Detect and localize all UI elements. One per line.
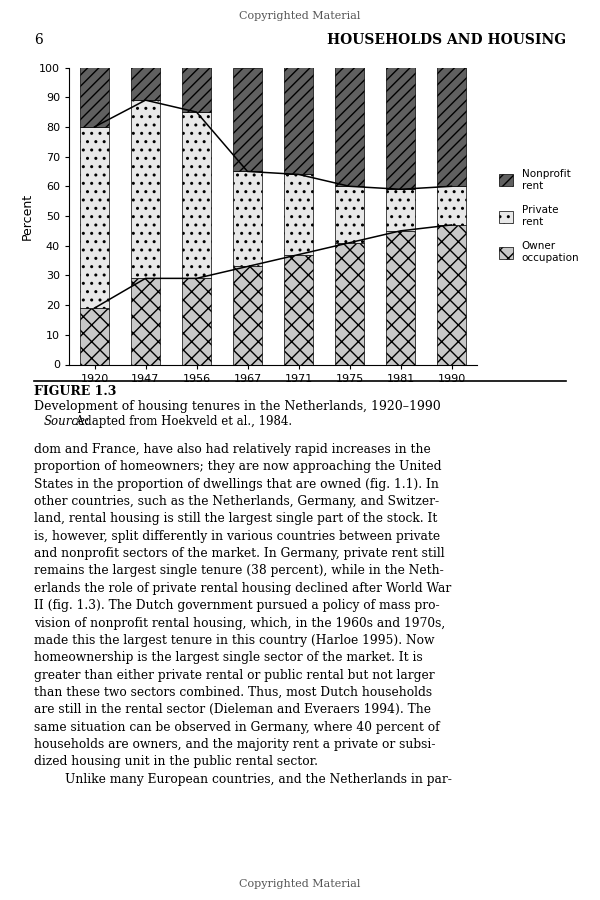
Text: Adapted from Hoekveld et al., 1984.: Adapted from Hoekveld et al., 1984. bbox=[72, 415, 292, 428]
Bar bbox=[437, 225, 466, 364]
Text: Source:: Source: bbox=[43, 415, 89, 428]
Text: land, rental housing is still the largest single part of the stock. It: land, rental housing is still the larges… bbox=[34, 512, 437, 526]
Bar bbox=[335, 243, 364, 365]
Text: proportion of homeowners; they are now approaching the United: proportion of homeowners; they are now a… bbox=[34, 460, 442, 473]
Bar bbox=[131, 100, 160, 278]
Bar bbox=[182, 278, 211, 365]
Bar bbox=[284, 255, 313, 365]
Text: other countries, such as the Netherlands, Germany, and Switzer-: other countries, such as the Netherlands… bbox=[34, 495, 439, 508]
Bar bbox=[131, 68, 160, 100]
Bar bbox=[80, 127, 109, 308]
Text: greater than either private rental or public rental but not larger: greater than either private rental or pu… bbox=[34, 669, 435, 681]
Text: vision of nonprofit rental housing, which, in the 1960s and 1970s,: vision of nonprofit rental housing, whic… bbox=[34, 616, 445, 629]
Text: Copyrighted Material: Copyrighted Material bbox=[239, 11, 361, 21]
Text: remains the largest single tenure (38 percent), while in the Neth-: remains the largest single tenure (38 pe… bbox=[34, 564, 444, 578]
Text: Copyrighted Material: Copyrighted Material bbox=[239, 879, 361, 889]
Bar bbox=[335, 68, 364, 186]
Text: 6: 6 bbox=[34, 33, 43, 48]
Bar bbox=[80, 308, 109, 364]
Text: made this the largest tenure in this country (Harloe 1995). Now: made this the largest tenure in this cou… bbox=[34, 634, 434, 647]
Text: than these two sectors combined. Thus, most Dutch households: than these two sectors combined. Thus, m… bbox=[34, 686, 433, 699]
Bar bbox=[386, 189, 415, 231]
Text: are still in the rental sector (Dieleman and Everaers 1994). The: are still in the rental sector (Dieleman… bbox=[34, 704, 431, 716]
Bar bbox=[335, 186, 364, 243]
Legend: Nonprofit
rent, Private
rent, Owner
occupation: Nonprofit rent, Private rent, Owner occu… bbox=[494, 165, 583, 267]
Text: households are owners, and the majority rent a private or subsi-: households are owners, and the majority … bbox=[34, 738, 436, 752]
Text: Unlike many European countries, and the Netherlands in par-: Unlike many European countries, and the … bbox=[34, 773, 452, 786]
Bar bbox=[284, 175, 313, 255]
Bar bbox=[233, 266, 262, 364]
Bar bbox=[182, 68, 211, 112]
Text: dom and France, have also had relatively rapid increases in the: dom and France, have also had relatively… bbox=[34, 443, 431, 455]
Bar bbox=[386, 68, 415, 189]
Text: Development of housing tenures in the Netherlands, 1920–1990: Development of housing tenures in the Ne… bbox=[34, 400, 441, 413]
Text: erlands the role of private rental housing declined after World War: erlands the role of private rental housi… bbox=[34, 581, 451, 595]
Bar bbox=[386, 231, 415, 364]
Bar bbox=[233, 68, 262, 171]
Text: same situation can be observed in Germany, where 40 percent of: same situation can be observed in German… bbox=[34, 721, 440, 734]
Bar bbox=[437, 186, 466, 225]
Bar bbox=[233, 171, 262, 266]
Text: II (fig. 1.3). The Dutch government pursued a policy of mass pro-: II (fig. 1.3). The Dutch government purs… bbox=[34, 599, 440, 612]
Bar bbox=[437, 68, 466, 186]
Bar bbox=[80, 68, 109, 127]
Text: homeownership is the largest single sector of the market. It is: homeownership is the largest single sect… bbox=[34, 652, 423, 664]
Text: FIGURE 1.3: FIGURE 1.3 bbox=[34, 385, 116, 398]
Bar bbox=[131, 278, 160, 365]
Bar bbox=[182, 112, 211, 278]
Text: States in the proportion of dwellings that are owned (fig. 1.1). In: States in the proportion of dwellings th… bbox=[34, 478, 439, 491]
Text: and nonprofit sectors of the market. In Germany, private rent still: and nonprofit sectors of the market. In … bbox=[34, 547, 445, 560]
Text: dized housing unit in the public rental sector.: dized housing unit in the public rental … bbox=[34, 755, 318, 769]
Text: HOUSEHOLDS AND HOUSING: HOUSEHOLDS AND HOUSING bbox=[326, 33, 566, 48]
Y-axis label: Percent: Percent bbox=[20, 193, 34, 239]
Text: is, however, split differently in various countries between private: is, however, split differently in variou… bbox=[34, 529, 440, 543]
Bar bbox=[284, 68, 313, 175]
